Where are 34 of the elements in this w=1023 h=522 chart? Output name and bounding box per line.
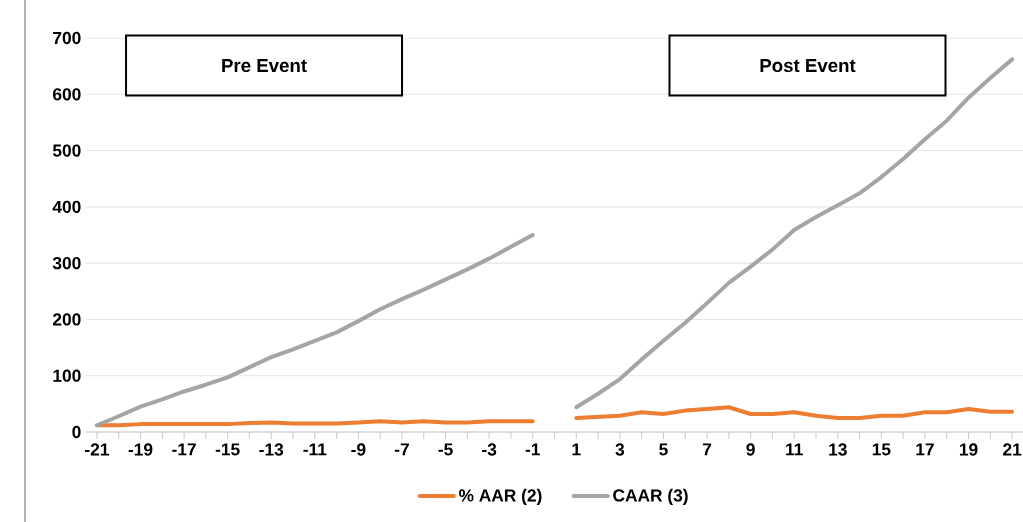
x-tick-label: -9 (351, 443, 366, 456)
x-tick-label: -17 (172, 443, 196, 456)
x-tick-label: 1 (572, 443, 581, 456)
x-tick-label: -15 (215, 443, 240, 456)
x-tick-label: -7 (394, 443, 409, 456)
x-tick-label: 19 (959, 443, 978, 456)
x-tick-label: -21 (85, 443, 109, 456)
x-tick-label: 15 (872, 443, 891, 456)
annotation: Post Event (760, 59, 856, 73)
x-tick-label: 9 (746, 443, 755, 456)
x-tick-label: -1 (525, 443, 540, 456)
x-tick-label: -11 (303, 443, 327, 456)
y-tick-label: 200 (52, 313, 81, 326)
legend-label: CAAR (3) (613, 488, 688, 505)
y-tick-label: 300 (52, 256, 81, 270)
x-tick-label: -3 (482, 443, 497, 456)
x-tick-label: 17 (916, 443, 934, 456)
x-tick-label: -5 (438, 443, 453, 456)
x-tick-label: -19 (128, 443, 153, 456)
x-tick-label: 3 (615, 443, 625, 456)
legend-label: % AAR (2) (459, 488, 542, 505)
annotation: Pre Event (222, 59, 307, 73)
x-tick-label: 13 (829, 443, 847, 456)
y-tick-label: 500 (52, 144, 81, 157)
y-tick-label: 100 (53, 369, 81, 382)
x-tick-label: -13 (259, 443, 284, 456)
x-tick-label: 11 (786, 443, 803, 456)
y-tick-label: 0 (72, 425, 81, 439)
y-tick-label: 600 (53, 88, 81, 101)
x-tick-label: 21 (1003, 443, 1022, 456)
y-tick-label: 400 (52, 200, 81, 213)
x-tick-label: 5 (659, 443, 668, 456)
y-tick-label: 700 (53, 31, 81, 45)
x-tick-label: 7 (702, 443, 712, 456)
